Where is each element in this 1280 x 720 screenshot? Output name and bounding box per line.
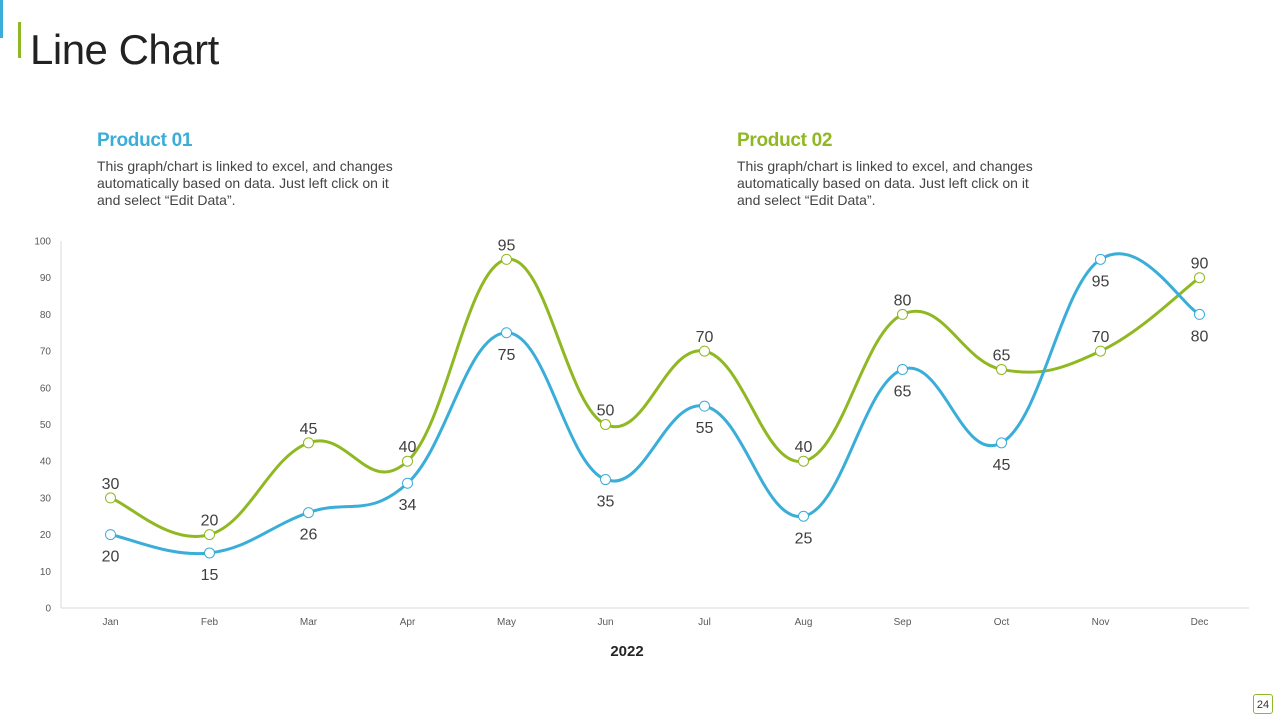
y-tick-label: 20 <box>40 530 52 541</box>
data-label: 40 <box>399 439 417 456</box>
data-point[interactable] <box>402 477 413 489</box>
y-tick-label: 50 <box>40 420 52 431</box>
data-label: 40 <box>795 439 813 456</box>
x-tick-label: Jul <box>698 617 711 628</box>
x-tick-label: Jun <box>597 617 613 628</box>
data-label: 70 <box>1092 329 1110 346</box>
data-point[interactable] <box>204 529 215 541</box>
x-tick-label: Nov <box>1092 617 1110 628</box>
data-label: 80 <box>894 292 912 309</box>
series-line-product-02[interactable] <box>109 257 1201 538</box>
data-point[interactable] <box>798 455 809 467</box>
y-tick-label: 60 <box>40 383 52 394</box>
data-label: 75 <box>498 347 516 364</box>
data-point[interactable] <box>1095 253 1106 265</box>
data-point[interactable] <box>798 510 809 522</box>
data-label: 20 <box>201 513 219 530</box>
x-tick-label: May <box>497 617 516 628</box>
data-point[interactable] <box>501 327 512 339</box>
data-point[interactable] <box>303 507 314 519</box>
x-tick-label: Jan <box>102 617 118 628</box>
series-line-product-01[interactable] <box>109 252 1201 556</box>
product-01-block: Product 01 This graph/chart is linked to… <box>97 130 397 209</box>
x-tick-label: Aug <box>795 617 813 628</box>
y-tick-label: 30 <box>40 493 52 504</box>
x-tick-label: Mar <box>300 617 318 628</box>
data-point[interactable] <box>105 529 116 541</box>
data-point[interactable] <box>303 437 314 449</box>
product-01-description: This graph/chart is linked to excel, and… <box>97 158 393 208</box>
data-label: 25 <box>795 530 813 547</box>
data-label: 65 <box>993 347 1011 364</box>
y-tick-label: 90 <box>40 273 52 284</box>
data-label: 26 <box>300 527 318 544</box>
y-tick-label: 70 <box>40 347 52 358</box>
page-number: 24 <box>1253 694 1273 714</box>
y-tick-label: 10 <box>40 567 52 578</box>
product-02-description: This graph/chart is linked to excel, and… <box>737 158 1033 208</box>
product-02-title: Product 02 <box>737 130 833 151</box>
data-point[interactable] <box>1095 345 1106 357</box>
data-label: 30 <box>102 476 120 493</box>
y-tick-label: 80 <box>40 310 52 321</box>
x-axis-title: 2022 <box>610 643 643 660</box>
data-point[interactable] <box>699 400 710 412</box>
data-label: 65 <box>894 383 912 400</box>
data-point[interactable] <box>600 474 611 486</box>
accent-bar-green <box>18 22 21 58</box>
data-point[interactable] <box>897 308 908 320</box>
data-point[interactable] <box>204 547 215 559</box>
data-point[interactable] <box>1194 308 1205 320</box>
accent-bar-blue <box>0 0 3 38</box>
y-tick-label: 100 <box>34 237 51 248</box>
data-label: 80 <box>1191 328 1209 345</box>
data-label: 20 <box>102 549 120 566</box>
x-tick-label: Apr <box>400 617 416 628</box>
data-label: 55 <box>696 420 714 437</box>
data-label: 45 <box>300 421 318 438</box>
y-tick-label: 0 <box>45 604 51 615</box>
x-tick-label: Oct <box>994 617 1010 628</box>
product-01-title: Product 01 <box>97 130 193 151</box>
data-label: 95 <box>498 237 516 254</box>
data-point[interactable] <box>105 492 116 504</box>
x-tick-label: Dec <box>1191 617 1209 628</box>
data-point[interactable] <box>996 363 1007 375</box>
slide-title: Line Chart <box>30 26 219 73</box>
data-point[interactable] <box>699 345 710 357</box>
data-label: 15 <box>201 567 219 584</box>
data-label: 34 <box>399 497 417 514</box>
data-label: 50 <box>597 403 615 420</box>
data-label: 35 <box>597 494 615 511</box>
data-point[interactable] <box>501 253 512 265</box>
data-label: 95 <box>1092 273 1110 290</box>
data-label: 70 <box>696 329 714 346</box>
data-point[interactable] <box>600 419 611 430</box>
data-label: 90 <box>1191 256 1209 273</box>
data-point[interactable] <box>996 437 1007 449</box>
y-tick-label: 40 <box>40 457 52 468</box>
product-02-block: Product 02 This graph/chart is linked to… <box>737 130 1037 209</box>
data-label: 45 <box>993 457 1011 474</box>
data-point[interactable] <box>402 455 413 467</box>
x-tick-label: Feb <box>201 617 219 628</box>
x-tick-label: Sep <box>894 617 912 628</box>
data-point[interactable] <box>897 363 908 375</box>
data-point[interactable] <box>1194 272 1205 284</box>
